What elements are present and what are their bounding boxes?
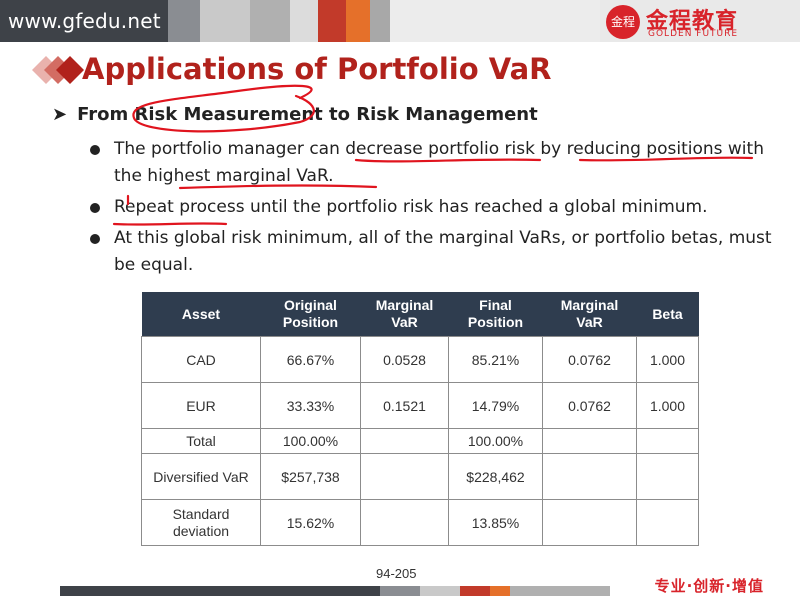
table-cell: 85.21%: [448, 336, 543, 383]
table-cell: 0.0762: [542, 336, 637, 383]
logo-mark: 金程: [606, 5, 640, 39]
column-header: Asset: [141, 292, 261, 337]
footer-slogan: 专业·创新·增值: [654, 577, 764, 595]
table-cell: [636, 428, 699, 454]
table-cell: 1.000: [636, 382, 699, 429]
table-cell: [636, 453, 699, 500]
table-cell: 100.00%: [260, 428, 361, 454]
table-cell: [542, 428, 637, 454]
table-cell: 0.0762: [542, 382, 637, 429]
arrow-bullet-icon: ➤: [52, 104, 68, 125]
table-cell: 0.1521: [360, 382, 449, 429]
banner-stripe: [60, 586, 380, 596]
bullet-text: The portfolio manager can decrease portf…: [114, 139, 764, 186]
table-cell: 1.000: [636, 336, 699, 383]
title-diamond-icon: [32, 56, 84, 84]
table-cell: [360, 453, 449, 500]
bullet-text: At this global risk minimum, all of the …: [114, 228, 772, 275]
logo-english: GOLDEN FUTURE: [648, 29, 739, 39]
table-cell: [636, 499, 699, 546]
page-number: 94-205: [376, 566, 417, 581]
banner-stripe: [318, 0, 346, 42]
logo-chinese: 金程教育: [646, 9, 739, 34]
column-header: Marginal VaR: [360, 292, 449, 337]
banner-stripe: [200, 0, 250, 42]
table-cell: $228,462: [448, 453, 543, 500]
column-header: Original Position: [260, 292, 361, 337]
table-cell: 100.00%: [448, 428, 543, 454]
url-box: www.gfedu.net: [0, 0, 168, 42]
list-item: At this global risk minimum, all of the …: [88, 225, 778, 279]
banner-stripe: [346, 0, 370, 42]
top-banner: www.gfedu.net 金程 金程教育 GOLDEN FUTURE: [0, 0, 800, 42]
table-cell: CAD: [141, 336, 261, 383]
table-cell: [542, 499, 637, 546]
table-row: EUR 33.33% 0.1521 14.79% 0.0762 1.000: [141, 382, 699, 429]
table-cell: 0.0528: [360, 336, 449, 383]
table-cell: [360, 499, 449, 546]
site-url: www.gfedu.net: [8, 9, 161, 33]
heading-text: From Risk Measurement to Risk Management: [77, 104, 538, 125]
bottom-banner: [0, 582, 800, 600]
banner-stripe: [250, 0, 290, 42]
column-header: Final Position: [448, 292, 543, 337]
table-cell: 66.67%: [260, 336, 361, 383]
table-row: Standard deviation 15.62% 13.85%: [141, 499, 699, 546]
table-cell: [542, 453, 637, 500]
table-row: Total 100.00% 100.00%: [141, 428, 699, 454]
bullet-dot-icon: [90, 145, 100, 155]
banner-stripe: [510, 586, 610, 596]
bullet-dot-icon: [90, 203, 100, 213]
table-cell: 14.79%: [448, 382, 543, 429]
bullet-list: The portfolio manager can decrease portf…: [88, 136, 778, 283]
banner-stripe: [380, 586, 420, 596]
banner-stripe: [390, 0, 600, 42]
list-item: Repeat process until the portfolio risk …: [88, 194, 778, 221]
table-cell: [360, 428, 449, 454]
banner-stripe: [370, 0, 390, 42]
table-cell: Standard deviation: [141, 499, 261, 546]
banner-stripe: [460, 586, 490, 596]
company-logo: 金程 金程教育 GOLDEN FUTURE: [590, 3, 790, 41]
table-cell: Diversified VaR: [141, 453, 261, 500]
table-cell: Total: [141, 428, 261, 454]
table-header-row: Asset Original Position Marginal VaR Fin…: [141, 292, 699, 337]
var-table: Asset Original Position Marginal VaR Fin…: [141, 292, 699, 546]
table-row: CAD 66.67% 0.0528 85.21% 0.0762 1.000: [141, 336, 699, 383]
table-row: Diversified VaR $257,738 $228,462: [141, 453, 699, 500]
banner-stripe: [0, 586, 60, 596]
table-cell: $257,738: [260, 453, 361, 500]
bullet-text: Repeat process until the portfolio risk …: [114, 197, 708, 217]
banner-stripe: [168, 0, 200, 42]
column-header: Marginal VaR: [542, 292, 637, 337]
table-cell: EUR: [141, 382, 261, 429]
table-cell: 15.62%: [260, 499, 361, 546]
table-cell: 33.33%: [260, 382, 361, 429]
bullet-dot-icon: [90, 234, 100, 244]
list-item: The portfolio manager can decrease portf…: [88, 136, 778, 190]
column-header: Beta: [636, 292, 699, 337]
table-cell: 13.85%: [448, 499, 543, 546]
banner-stripe: [290, 0, 318, 42]
slide-title: Applications of Portfolio VaR: [82, 52, 552, 86]
banner-stripe: [420, 586, 460, 596]
section-heading: ➤ From Risk Measurement to Risk Managemen…: [52, 104, 538, 125]
banner-stripe: [490, 586, 510, 596]
